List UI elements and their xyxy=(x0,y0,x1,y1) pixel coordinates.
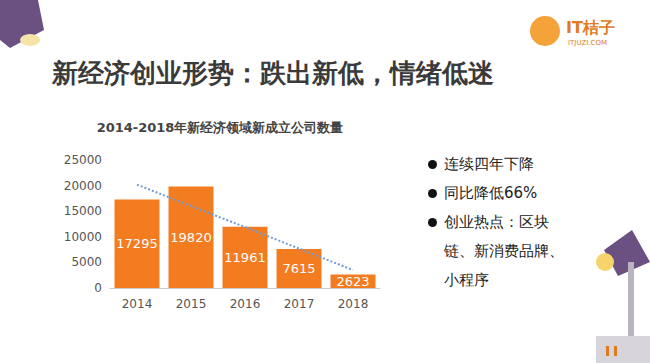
svg-text:2018: 2018 xyxy=(338,297,369,311)
svg-text:2015: 2015 xyxy=(176,297,207,311)
svg-text:11961: 11961 xyxy=(224,250,265,265)
svg-text:2017: 2017 xyxy=(284,297,315,311)
html-text:IT桔子: IT桔子 xyxy=(566,18,615,37)
html-text:创业热点：区块链、新消费品牌、小程序: 创业热点：区块链、新消费品牌、小程序 xyxy=(444,213,564,289)
svg-text:2016: 2016 xyxy=(230,297,261,311)
svg-text:0: 0 xyxy=(94,281,102,295)
svg-text:17295: 17295 xyxy=(116,236,157,251)
svg-text:2623: 2623 xyxy=(336,274,369,289)
svg-text:2014: 2014 xyxy=(122,297,153,311)
svg-text:7615: 7615 xyxy=(282,261,315,276)
svg-text:10000: 10000 xyxy=(64,230,102,244)
svg-text:19820: 19820 xyxy=(170,230,211,245)
svg-text:5000: 5000 xyxy=(71,255,102,269)
html-text:ITJUZI.COM: ITJUZI.COM xyxy=(568,39,607,47)
svg-text:2014-2018年新经济领域新成立公司数量: 2014-2018年新经济领域新成立公司数量 xyxy=(97,120,344,135)
svg-text:25000: 25000 xyxy=(64,153,102,167)
html-text:新经济创业形势：跌出新低，情绪低迷: 新经济创业形势：跌出新低，情绪低迷 xyxy=(52,58,494,88)
svg-text:15000: 15000 xyxy=(64,204,102,218)
svg-text:20000: 20000 xyxy=(64,179,102,193)
html-text:同比降低66%: 同比降低66% xyxy=(444,184,538,202)
html-text:连续四年下降: 连续四年下降 xyxy=(444,155,534,173)
